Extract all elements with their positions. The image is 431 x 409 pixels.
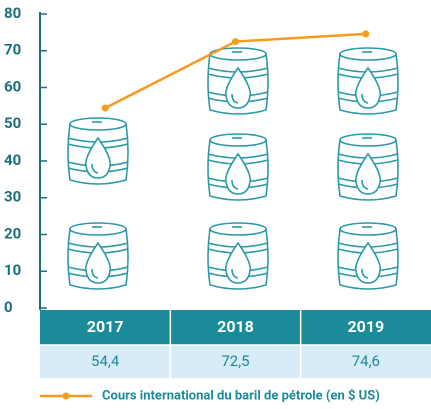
value-label: 54,4: [91, 352, 120, 370]
legend-marker: [63, 393, 70, 400]
barrels: [68, 48, 398, 289]
legend-label: Cours international du baril de pétrole …: [102, 388, 380, 403]
x-tick-label: 2019: [347, 317, 384, 336]
y-tick-label: 70: [4, 41, 21, 59]
barrel-icon: [338, 48, 398, 114]
value-label: 72,5: [221, 352, 249, 370]
point: [232, 38, 239, 45]
barrel-icon: [208, 223, 268, 289]
y-tick-label: 80: [4, 4, 21, 22]
barrel-icon: [338, 134, 398, 200]
barrel-icon: [68, 223, 128, 289]
barrel-icon: [68, 118, 128, 184]
barrel-icon: [208, 48, 268, 114]
y-tick-label: 40: [4, 151, 21, 169]
y-tick-label: 20: [4, 224, 21, 242]
value-label: 74,6: [352, 352, 380, 370]
y-tick-label: 0: [4, 298, 13, 316]
y-tick-label: 60: [4, 77, 21, 95]
chart: 0 10 20 30 40 50 60 70 80 2017 2018 2019 54,4 72,5 74,…: [0, 0, 431, 409]
point: [102, 105, 109, 112]
x-tick-label: 2018: [217, 317, 254, 336]
barrel-icon: [208, 134, 268, 200]
x-tick-label: 2017: [87, 317, 124, 336]
barrel-icon: [338, 223, 398, 289]
point: [362, 30, 369, 37]
y-tick-label: 10: [4, 261, 21, 279]
y-tick-label: 30: [4, 188, 21, 206]
y-tick-label: 50: [4, 114, 21, 132]
